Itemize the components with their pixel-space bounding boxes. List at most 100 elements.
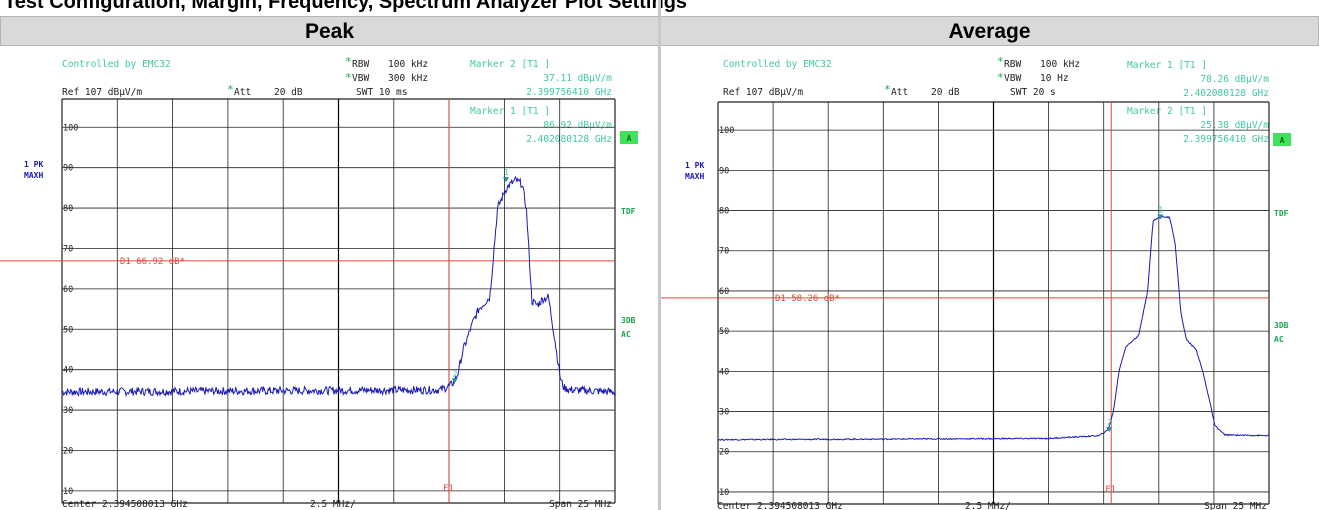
- peak-analyzer-plot: Controlled by EMC32 * RBW 100 kHz * VBW …: [0, 55, 638, 510]
- y-tick-label: 50: [719, 327, 729, 337]
- marker-1-freq: 2.402080128 GHz: [526, 134, 612, 145]
- side-label-ac: AC: [1274, 335, 1284, 344]
- average-panel: Controlled by EMC32 * RBW 100 kHz * VBW …: [661, 47, 1319, 510]
- f1-label: F1: [1105, 485, 1116, 495]
- side-label-a: A: [1280, 136, 1285, 145]
- side-label-a: A: [627, 134, 632, 143]
- y-tick-label: 50: [63, 325, 73, 335]
- rbw-value: 100 kHz: [1040, 59, 1080, 70]
- vbw-label: VBW: [352, 73, 369, 84]
- marker-2-label: Marker 2 [T1 ]: [1127, 106, 1207, 117]
- trace-line: [717, 215, 1269, 441]
- vbw-star: *: [997, 71, 1004, 84]
- footer-center: Center 2.394508013 GHz: [62, 499, 188, 510]
- peak-header: Peak: [0, 16, 659, 46]
- vbw-value: 300 kHz: [388, 73, 428, 84]
- y-tick-label: 30: [63, 406, 73, 416]
- marker-1-level: 78.26 dBµV/m: [1200, 74, 1269, 85]
- y-tick-label: 60: [63, 285, 73, 295]
- footer-span: Span 25 MHz: [1204, 501, 1267, 510]
- trace-label: 1 PK: [685, 161, 704, 170]
- average-analyzer-plot: Controlled by EMC32 * RBW 100 kHz * VBW …: [661, 55, 1291, 510]
- y-tick-label: 60: [719, 287, 729, 297]
- footer-span: Span 25 MHz: [549, 499, 612, 510]
- marker-number: 2: [453, 369, 458, 378]
- side-badge-a: [1273, 133, 1291, 146]
- marker-2-level: 25.38 dBµV/m: [1200, 120, 1269, 131]
- ref-text: Ref 107 dBµV/m: [62, 87, 142, 98]
- marker-2-level: 37.11 dBµV/m: [543, 73, 612, 84]
- side-label-3db: 3DB: [621, 316, 636, 325]
- marker-number: 1: [1158, 206, 1163, 215]
- y-tick-label: 70: [719, 247, 729, 257]
- y-tick-label: 100: [63, 123, 78, 133]
- trace-mode: MAXH: [685, 172, 704, 181]
- y-tick-label: 20: [63, 446, 73, 456]
- swt-text: SWT 10 ms: [356, 87, 407, 98]
- footer-div: 2.5 MHz/: [310, 499, 356, 510]
- peak-plot-area: 100 90 80 70 60 50 40 30 20 10 D1 66.92 dB* F1 2 1: [0, 98, 616, 504]
- y-tick-label: 90: [63, 164, 73, 174]
- rbw-label: RBW: [352, 59, 369, 70]
- ref-text: Ref 107 dBµV/m: [723, 87, 803, 98]
- display-line-label: D1 66.92 dB*: [120, 257, 185, 267]
- vbw-star: *: [345, 71, 352, 84]
- y-tick-label: 40: [719, 367, 729, 377]
- att-label: Att: [891, 87, 908, 98]
- controlled-by-text: Controlled by EMC32: [723, 59, 832, 70]
- average-plot-area: 100 90 80 70 60 50 40 30 20 10 D1 58.26 dB* F1 1 2: [661, 101, 1270, 505]
- vbw-value: 10 Hz: [1040, 73, 1069, 84]
- side-label-tdf: TDF: [1274, 209, 1289, 218]
- side-label-ac: AC: [621, 330, 631, 339]
- peak-header-title: Peak: [304, 20, 355, 43]
- marker-1-freq: 2.402080128 GHz: [1183, 88, 1269, 99]
- controlled-by-text: Controlled by EMC32: [62, 59, 171, 70]
- rbw-star: *: [345, 55, 352, 68]
- trace-line: [61, 175, 616, 398]
- average-header-title: Average: [948, 20, 1031, 43]
- y-tick-label: 40: [63, 366, 73, 376]
- rbw-label: RBW: [1004, 59, 1021, 70]
- y-tick-label: 10: [63, 487, 73, 497]
- display-line-label: D1 58.26 dB*: [775, 294, 840, 304]
- y-tick-label: 70: [63, 244, 73, 254]
- att-star: *: [227, 83, 234, 96]
- att-value: 20 dB: [931, 87, 960, 98]
- y-tick-label: 90: [719, 166, 729, 176]
- f1-label: F1: [443, 484, 454, 494]
- side-label-3db: 3DB: [1274, 321, 1289, 330]
- peak-panel: Controlled by EMC32 * RBW 100 kHz * VBW …: [0, 47, 658, 510]
- marker-triangle: [502, 177, 509, 183]
- att-value: 20 dB: [274, 87, 303, 98]
- y-tick-label: 100: [719, 126, 734, 136]
- y-tick-label: 10: [719, 488, 729, 498]
- marker-1-level: 86.92 dBµV/m: [543, 120, 612, 131]
- y-tick-label: 80: [719, 207, 729, 217]
- marker-triangle: [1157, 214, 1164, 220]
- marker-number: 2: [1107, 418, 1112, 427]
- marker-2-freq: 2.399756410 GHz: [526, 87, 612, 98]
- att-star: *: [884, 83, 891, 96]
- side-badge-a: [620, 131, 638, 144]
- panel-separator: [658, 0, 661, 510]
- y-tick-label: 80: [63, 204, 73, 214]
- marker-1-label: Marker 1 [T1 ]: [470, 106, 550, 117]
- marker-triangle: [451, 378, 458, 384]
- trace-mode: MAXH: [24, 171, 43, 180]
- vbw-label: VBW: [1004, 73, 1021, 84]
- marker-2-freq: 2.399756410 GHz: [1183, 134, 1269, 145]
- average-header: Average: [660, 16, 1319, 46]
- swt-text: SWT 20 s: [1010, 87, 1056, 98]
- y-tick-label: 20: [719, 448, 729, 458]
- y-tick-label: 30: [719, 408, 729, 418]
- att-label: Att: [234, 87, 251, 98]
- marker-2-label: Marker 2 [T1 ]: [470, 59, 550, 70]
- side-label-tdf: TDF: [621, 207, 636, 216]
- marker-number: 1: [504, 168, 509, 177]
- trace-label: 1 PK: [24, 160, 43, 169]
- top-strip-text: Test Configuration, Margin, Frequency, S…: [4, 0, 688, 13]
- rbw-value: 100 kHz: [388, 59, 428, 70]
- rbw-star: *: [997, 55, 1004, 68]
- footer-center: Center 2.394508013 GHz: [717, 501, 843, 510]
- marker-1-label: Marker 1 [T1 ]: [1127, 60, 1207, 71]
